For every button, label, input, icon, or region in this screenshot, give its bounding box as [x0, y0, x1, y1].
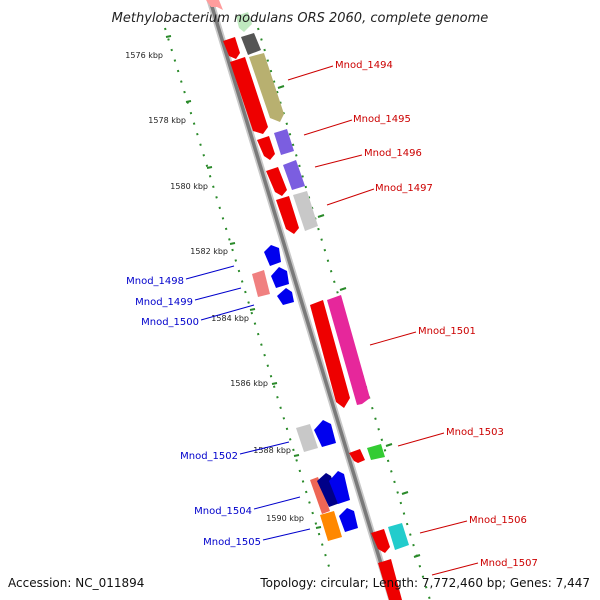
gene-label-mnod-1503[interactable]: Mnod_1503: [446, 427, 504, 438]
gene-arrow[interactable]: [283, 160, 305, 190]
gene-label-mnod-1497[interactable]: Mnod_1497: [375, 183, 433, 194]
gene-arrow[interactable]: [310, 477, 330, 514]
gene-arrow[interactable]: [317, 473, 340, 507]
forward-genes: [206, 0, 409, 600]
gene-label-mnod-1500[interactable]: Mnod_1500: [141, 317, 199, 328]
reverse-gene-labels: Mnod_1498 Mnod_1499 Mnod_1500 Mnod_1502 …: [126, 265, 311, 548]
gene-arrow[interactable]: [320, 511, 342, 541]
gene-label-mnod-1502[interactable]: Mnod_1502: [180, 451, 238, 462]
kbp-label-1578: 1578 kbp: [148, 116, 186, 125]
accession-text: Accession: NC_011894: [8, 576, 144, 590]
gene-label-mnod-1494[interactable]: Mnod_1494: [335, 60, 393, 71]
gene-arrow[interactable]: [296, 424, 318, 452]
gene-label-mnod-1495[interactable]: Mnod_1495: [353, 114, 411, 125]
gene-arrow[interactable]: [274, 129, 294, 155]
forward-gene-labels: Mnod_1494 Mnod_1495 Mnod_1496 Mnod_1497 …: [287, 60, 538, 576]
gene-arrow[interactable]: [277, 288, 294, 305]
gene-label-mnod-1505[interactable]: Mnod_1505: [203, 537, 261, 548]
kbp-label-1588: 1588 kbp: [253, 446, 291, 455]
gene-label-mnod-1501[interactable]: Mnod_1501: [418, 326, 476, 337]
gene-arrow[interactable]: [314, 420, 336, 447]
gene-arrow[interactable]: [252, 270, 270, 297]
map-title: Methylobacterium nodulans ORS 2060, comp…: [112, 11, 489, 26]
kbp-label-1576: 1576 kbp: [125, 51, 163, 60]
genome-backbone: [206, 0, 396, 600]
gene-arrow[interactable]: [329, 471, 350, 504]
gene-arrow[interactable]: [249, 53, 284, 122]
gene-arrow[interactable]: [293, 191, 318, 231]
gene-arrow[interactable]: [257, 136, 275, 160]
gene-arrow[interactable]: [276, 196, 299, 234]
gene-arrow[interactable]: [266, 167, 287, 196]
gene-label-mnod-1504[interactable]: Mnod_1504: [194, 506, 252, 517]
gene-label-mnod-1506[interactable]: Mnod_1506: [469, 515, 527, 526]
reverse-genes: [252, 245, 358, 541]
kbp-label-1582: 1582 kbp: [190, 247, 228, 256]
gene-arrow[interactable]: [339, 508, 358, 532]
gene-arrow[interactable]: [223, 37, 240, 59]
gene-label-mnod-1496[interactable]: Mnod_1496: [364, 148, 422, 159]
kbp-label-1590: 1590 kbp: [266, 514, 304, 523]
gene-arrow[interactable]: [378, 559, 402, 600]
kbp-label-1580: 1580 kbp: [170, 182, 208, 191]
gene-arrow[interactable]: [371, 529, 390, 553]
gene-arrow[interactable]: [327, 295, 370, 405]
gene-arrow[interactable]: [349, 449, 365, 463]
gene-label-mnod-1499[interactable]: Mnod_1499: [135, 297, 193, 308]
kbp-label-1584: 1584 kbp: [211, 314, 249, 323]
gene-arrow[interactable]: [241, 33, 261, 55]
kbp-labels: 1576 kbp 1578 kbp 1580 kbp 1582 kbp 1584…: [125, 51, 304, 523]
gene-label-mnod-1498[interactable]: Mnod_1498: [126, 276, 184, 287]
kbp-label-1586: 1586 kbp: [230, 379, 268, 388]
gene-arrow[interactable]: [264, 245, 281, 266]
gene-arrow[interactable]: [388, 523, 409, 550]
gene-label-mnod-1507[interactable]: Mnod_1507: [480, 558, 538, 569]
genome-summary-text: Topology: circular; Length: 7,772,460 bp…: [259, 576, 590, 590]
gene-arrow[interactable]: [367, 444, 385, 460]
gene-arrow[interactable]: [230, 57, 268, 134]
gene-arrow[interactable]: [236, 12, 252, 32]
tick-marks: [165, 35, 421, 558]
gene-arrow[interactable]: [206, 0, 223, 10]
gene-arrow[interactable]: [310, 300, 350, 408]
gene-arrow[interactable]: [271, 267, 289, 288]
